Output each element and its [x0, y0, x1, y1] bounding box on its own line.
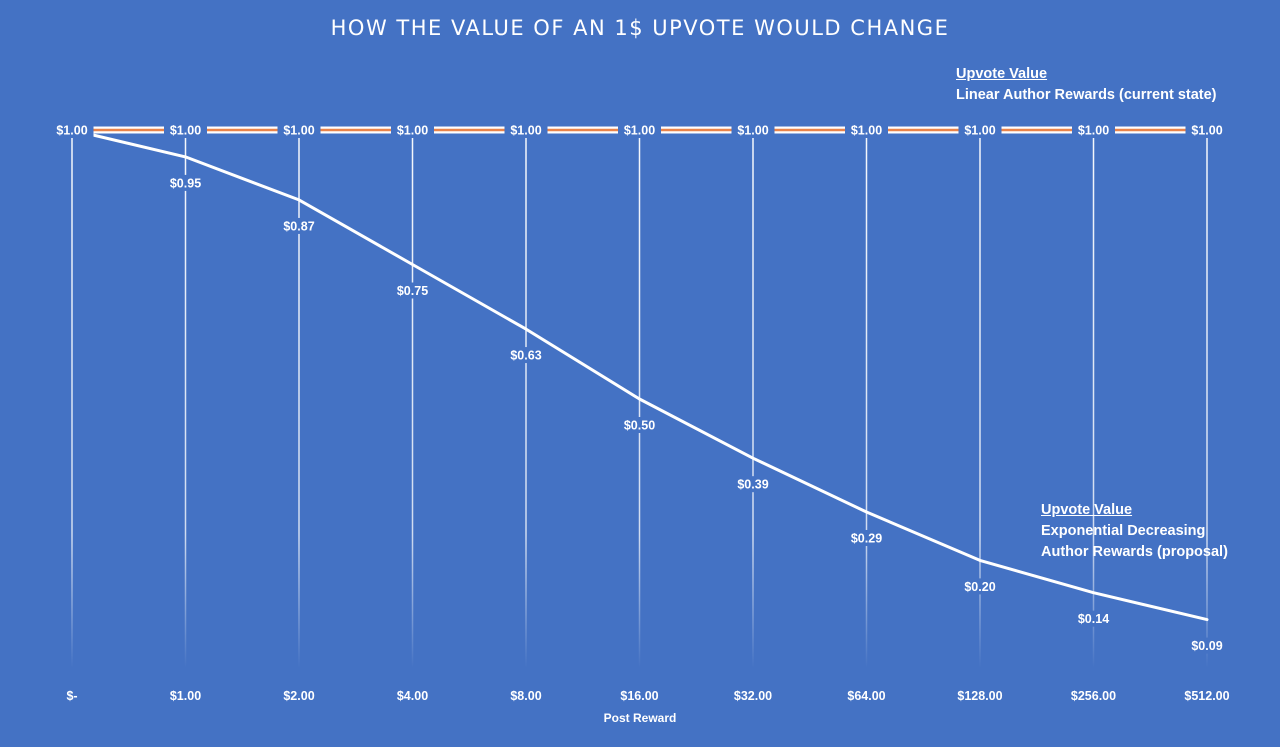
gridline-x — [979, 130, 981, 668]
data-label: $1.00 — [851, 124, 882, 138]
data-label: $1.00 — [170, 124, 201, 138]
data-label-bg — [958, 122, 1002, 138]
data-label: $1.00 — [56, 124, 87, 138]
data-label: $0.14 — [1078, 612, 1109, 626]
data-label-bg — [164, 174, 207, 191]
data-label-bg — [618, 417, 661, 433]
x-tick-label: $512.00 — [1184, 689, 1229, 703]
gridline-x — [184, 130, 187, 668]
series-line-exponential — [70, 128, 1209, 622]
data-label-bg — [958, 578, 1002, 595]
annotation-linear-line: Linear Author Rewards (current state) — [956, 87, 1217, 103]
gridline-x — [1092, 130, 1095, 668]
data-label: $1.00 — [737, 124, 768, 138]
x-axis-title: Post Reward — [603, 711, 677, 725]
gridline-x — [298, 130, 300, 668]
data-label: $0.75 — [397, 284, 428, 298]
data-label-bg — [277, 217, 321, 234]
data-label: $0.09 — [1191, 639, 1222, 653]
chart-title: HOW THE VALUE OF AN 1$ UPVOTE WOULD CHAN… — [330, 16, 950, 40]
data-label: $0.63 — [510, 349, 541, 363]
data-label: $1.00 — [1191, 124, 1222, 138]
data-label: $0.95 — [170, 176, 201, 190]
annotation-exponential-line-2: Author Rewards (proposal) — [1041, 544, 1228, 560]
data-label-bg — [845, 122, 888, 138]
annotation-linear: Upvote Value Linear Author Rewards (curr… — [956, 64, 1217, 106]
data-label: $1.00 — [1078, 124, 1109, 138]
data-label-bg — [618, 122, 661, 138]
data-label: $1.00 — [283, 124, 314, 138]
data-label-bg — [277, 122, 321, 138]
data-label: $1.00 — [397, 124, 428, 138]
gridline-x — [411, 130, 414, 668]
data-label-bg — [731, 476, 775, 493]
gridline-x — [71, 130, 73, 668]
data-label-bg — [164, 122, 207, 138]
data-label: $0.50 — [624, 419, 655, 433]
x-tick-label: $8.00 — [510, 689, 541, 703]
x-tick-label: $32.00 — [734, 689, 772, 703]
x-tick-label: $4.00 — [397, 689, 428, 703]
data-label: $0.29 — [851, 531, 882, 545]
gridline-x — [752, 130, 754, 668]
data-label: $1.00 — [510, 124, 541, 138]
data-label-bg — [391, 282, 434, 299]
x-tick-label: $64.00 — [847, 689, 885, 703]
annotation-exponential-title: Upvote Value — [1041, 502, 1133, 518]
data-label: $0.20 — [964, 580, 995, 594]
data-label-bg — [504, 122, 548, 138]
gridline-x — [525, 130, 527, 668]
annotation-exponential-line-1: Exponential Decreasing — [1041, 523, 1206, 539]
x-tick-label: $1.00 — [170, 689, 201, 703]
gridline-x — [1206, 130, 1208, 668]
data-label-bg — [391, 122, 434, 138]
data-label: $1.00 — [964, 124, 995, 138]
x-tick-label: $16.00 — [620, 689, 658, 703]
x-tick-label: $256.00 — [1071, 689, 1116, 703]
data-label-bg — [1185, 122, 1229, 138]
data-label: $0.87 — [283, 219, 314, 233]
x-tick-label: $2.00 — [283, 689, 314, 703]
data-label-bg — [731, 122, 775, 138]
gridline-x — [865, 130, 868, 668]
data-label-bg — [504, 347, 548, 364]
annotation-exponential: Upvote Value Exponential Decreasing Auth… — [1041, 500, 1228, 563]
data-label-bg — [845, 529, 888, 546]
data-label-bg — [1072, 122, 1115, 138]
x-tick-label: $- — [66, 689, 77, 703]
data-label: $0.39 — [737, 478, 768, 492]
data-label: $1.00 — [624, 124, 655, 138]
data-label-bg — [50, 122, 94, 138]
data-label-bg — [1185, 637, 1229, 654]
x-tick-label: $128.00 — [957, 689, 1002, 703]
annotation-linear-title: Upvote Value — [956, 66, 1048, 82]
data-label-bg — [1072, 610, 1115, 627]
